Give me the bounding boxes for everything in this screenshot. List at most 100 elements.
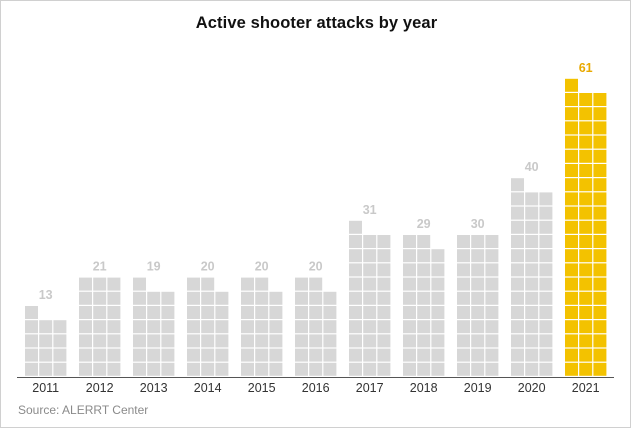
bar-cell xyxy=(511,291,524,305)
bar-cell xyxy=(471,334,485,348)
bar-cell xyxy=(593,362,607,376)
bar-cell xyxy=(161,362,175,376)
bar-cell xyxy=(525,320,539,334)
bar-cell xyxy=(377,362,391,376)
bar-cell xyxy=(593,178,607,192)
bar-cell xyxy=(39,362,53,376)
bar-cell xyxy=(485,263,499,277)
bar-cell xyxy=(147,348,161,362)
bar-2012 xyxy=(79,277,121,376)
bar-cell xyxy=(511,362,524,376)
bar-cell xyxy=(579,348,593,362)
bar-cell xyxy=(579,192,593,206)
bar-2014 xyxy=(187,277,229,376)
bar-2011 xyxy=(25,306,67,376)
bar-cell xyxy=(457,249,470,263)
bar-cell xyxy=(593,249,607,263)
bar-cell xyxy=(417,334,431,348)
bar-cell xyxy=(579,149,593,163)
bar-cell xyxy=(565,291,578,305)
bar-cell xyxy=(565,220,578,234)
year-label-2011: 2011 xyxy=(32,381,59,395)
bar-cell xyxy=(593,320,607,334)
bar-cell xyxy=(295,291,308,305)
bar-cell xyxy=(187,291,200,305)
bar-cell xyxy=(201,291,215,305)
bar-cell xyxy=(295,334,308,348)
bar-cell xyxy=(539,348,553,362)
bar-cell xyxy=(133,362,146,376)
bar-cell xyxy=(25,320,38,334)
bar-cell xyxy=(579,291,593,305)
bar-cell xyxy=(363,306,377,319)
value-label-2012: 21 xyxy=(93,260,107,274)
bar-cell xyxy=(79,362,92,376)
bar-cell xyxy=(269,348,283,362)
bar-cell xyxy=(525,362,539,376)
bar-cell xyxy=(187,334,200,348)
bar-cell xyxy=(363,277,377,291)
bar-cell xyxy=(565,149,578,163)
bar-cell xyxy=(241,277,254,291)
bar-cell xyxy=(565,249,578,263)
bar-cell xyxy=(377,235,391,248)
bar-cell xyxy=(295,277,308,291)
bar-cell xyxy=(579,206,593,220)
bar-cell xyxy=(215,362,229,376)
bar-cell xyxy=(79,348,92,362)
bar-cell xyxy=(53,320,67,334)
bar-cell xyxy=(25,334,38,348)
bar-cell xyxy=(417,320,431,334)
year-label-2016: 2016 xyxy=(302,381,330,395)
bar-cell xyxy=(431,277,445,291)
bar-cell xyxy=(255,320,269,334)
bar-cell xyxy=(593,306,607,319)
bar-cell xyxy=(471,306,485,319)
bar-cell xyxy=(241,334,254,348)
bar-cell xyxy=(457,263,470,277)
bar-cell xyxy=(133,291,146,305)
bar-cell xyxy=(471,263,485,277)
year-label-2020: 2020 xyxy=(518,381,546,395)
bar-cell xyxy=(565,206,578,220)
value-label-2013: 19 xyxy=(147,260,161,274)
bar-cell xyxy=(511,320,524,334)
bar-cell xyxy=(377,320,391,334)
bar-cell xyxy=(417,362,431,376)
bar-cell xyxy=(485,249,499,263)
value-label-2021: 61 xyxy=(579,61,593,75)
bar-cell xyxy=(579,320,593,334)
bar-cell xyxy=(539,263,553,277)
bar-cell xyxy=(485,362,499,376)
bar-2016 xyxy=(295,277,337,376)
bar-cell xyxy=(539,206,553,220)
bar-cell xyxy=(485,306,499,319)
bar-cell xyxy=(241,320,254,334)
bar-cell xyxy=(255,291,269,305)
bar-cell xyxy=(107,277,121,291)
bar-cell xyxy=(417,235,431,248)
bar-cell xyxy=(593,235,607,248)
bar-cell xyxy=(593,107,607,121)
bar-cell xyxy=(241,348,254,362)
bar-2017 xyxy=(349,220,391,376)
bar-cell xyxy=(457,362,470,376)
bar-cell xyxy=(161,320,175,334)
bar-cell xyxy=(133,334,146,348)
bar-cell xyxy=(511,277,524,291)
bar-cell xyxy=(593,291,607,305)
bar-cell xyxy=(187,306,200,319)
bar-cell xyxy=(471,348,485,362)
bar-cell xyxy=(201,320,215,334)
bar-cell xyxy=(565,235,578,248)
bar-cell xyxy=(431,320,445,334)
bar-cell xyxy=(471,249,485,263)
bar-cell xyxy=(539,192,553,206)
bar-cell xyxy=(525,277,539,291)
bar-cell xyxy=(565,121,578,135)
bar-cell xyxy=(363,348,377,362)
bar-cell xyxy=(539,220,553,234)
bar-cell xyxy=(215,306,229,319)
bar-cell xyxy=(431,362,445,376)
